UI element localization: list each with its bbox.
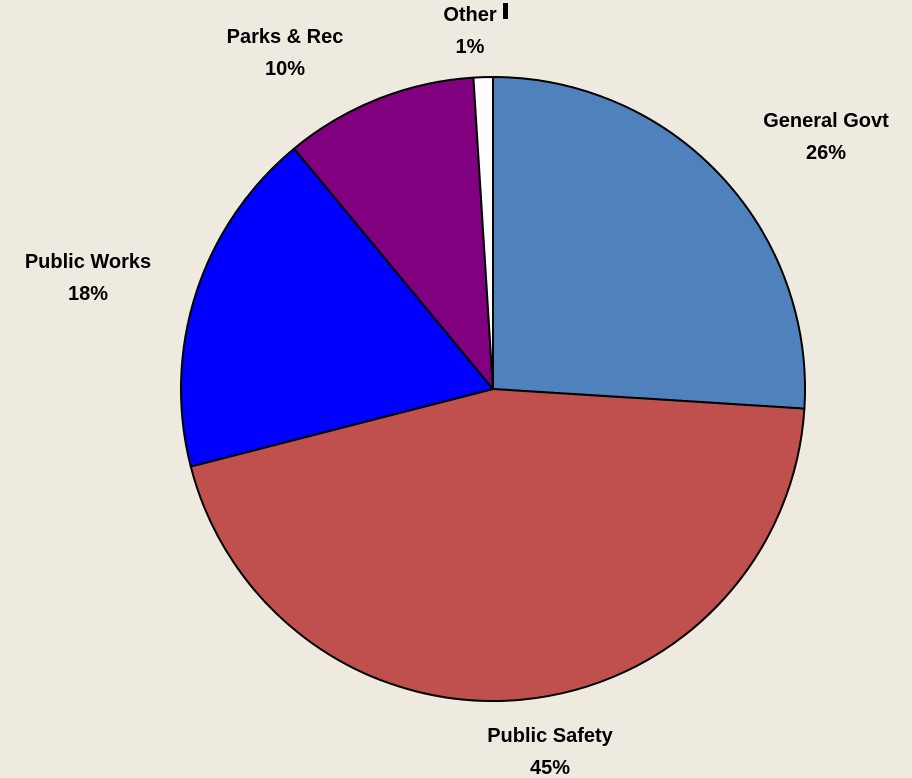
pie-slices [180, 76, 806, 702]
pie-labels: General Govt 26% Public Safety 45% Public Wo… [25, 4, 889, 778]
pie-slice-general-govt [492, 76, 806, 410]
slice-name-public-works: Public Works [25, 251, 151, 273]
slice-percent-parks-and-rec: 10% [265, 58, 305, 80]
slice-name-public-safety: Public Safety [487, 725, 613, 747]
pie-slice-other [472, 76, 494, 390]
pie-slice-public-works [180, 147, 494, 468]
slice-percent-public-works: 18% [68, 283, 108, 305]
slice-percent-general-govt: 26% [806, 142, 846, 164]
slice-name-general-govt: General Govt [763, 110, 889, 132]
slice-name-other: Other [443, 4, 497, 26]
slice-percent-public-safety: 45% [530, 757, 570, 778]
pie-slice-public-safety [189, 388, 806, 702]
leader-line-other [503, 3, 508, 19]
pie-slice-parks-and-rec [293, 76, 494, 390]
slice-name-parks-and-rec: Parks & Rec [227, 26, 344, 48]
pie-leader-lines [503, 3, 508, 19]
slice-percent-other: 1% [456, 36, 485, 58]
